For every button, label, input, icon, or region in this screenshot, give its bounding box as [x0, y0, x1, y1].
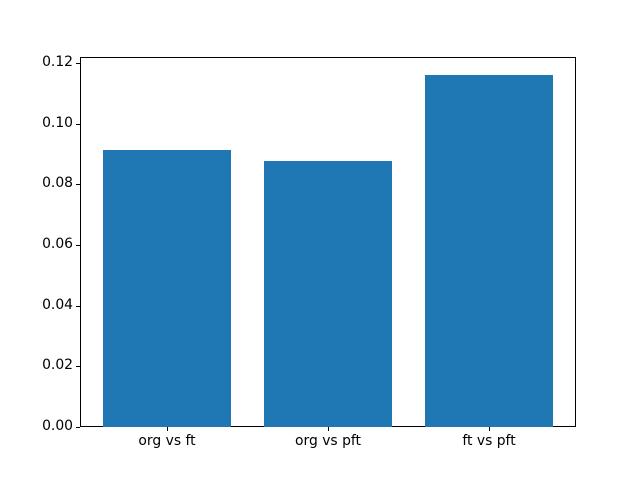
- x-tick-label: ft vs pft: [462, 433, 516, 449]
- bar-org-vs-pft: [263, 161, 393, 427]
- y-tick-label: 0.02: [42, 357, 73, 374]
- y-tick-mark: [76, 184, 80, 186]
- y-tick-label: 0.10: [42, 114, 73, 131]
- y-tick-mark: [76, 63, 80, 65]
- y-tick-mark: [76, 305, 80, 307]
- x-tick-mark: [167, 427, 168, 431]
- y-tick-mark: [76, 366, 80, 368]
- bar-org-vs-ft: [102, 149, 232, 427]
- bar-ft-vs-pft: [424, 74, 554, 427]
- y-tick-label: 0.08: [42, 175, 73, 192]
- y-tick-mark: [76, 123, 80, 125]
- x-tick-mark: [328, 427, 329, 431]
- y-tick-mark: [76, 245, 80, 246]
- x-tick-label: org vs pft: [295, 433, 361, 449]
- y-tick-label: 0.06: [42, 236, 73, 253]
- y-tick-label: 0.00: [42, 418, 73, 435]
- y-tick-label: 0.12: [42, 54, 73, 71]
- x-tick-label: org vs ft: [138, 433, 196, 449]
- x-tick-mark: [489, 427, 490, 431]
- y-tick-mark: [76, 427, 80, 428]
- y-tick-label: 0.04: [42, 296, 73, 313]
